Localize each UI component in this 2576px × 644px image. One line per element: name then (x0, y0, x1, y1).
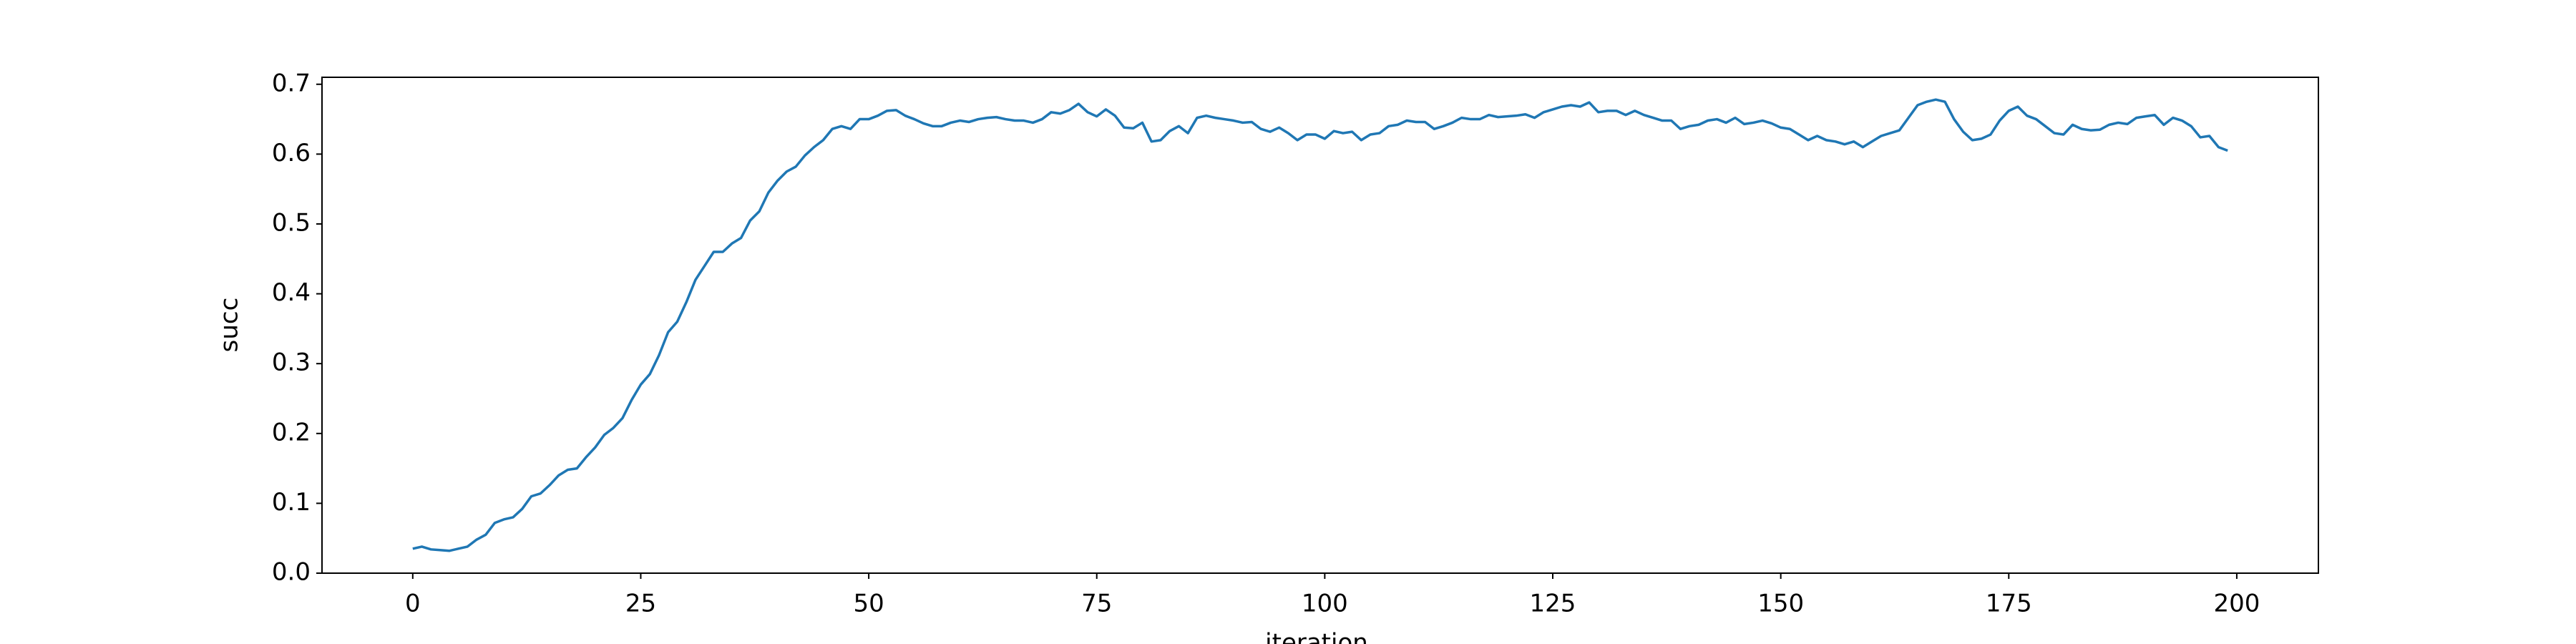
y-tick-label: 0.7 (272, 69, 311, 97)
x-tick-label: 125 (1530, 590, 1576, 618)
y-tick-label: 0.0 (272, 558, 311, 587)
y-axis-label: succ (215, 298, 244, 353)
y-tick-label: 0.6 (272, 139, 311, 167)
y-tick-label: 0.1 (272, 488, 311, 517)
x-tick-label: 100 (1302, 590, 1348, 618)
x-tick-label: 75 (1081, 590, 1112, 618)
y-tick-label: 0.2 (272, 418, 311, 447)
y-tick-label: 0.4 (272, 278, 311, 307)
y-tick-label: 0.5 (272, 208, 311, 237)
plot-frame (321, 77, 2319, 574)
x-tick-label: 25 (625, 590, 656, 618)
x-axis-label: iteration (1265, 629, 1368, 644)
x-tick-label: 50 (853, 590, 884, 618)
data-line (412, 98, 2228, 552)
x-tick-label: 0 (405, 590, 421, 618)
x-tick-label: 200 (2213, 590, 2260, 618)
x-tick-label: 175 (1986, 590, 2032, 618)
y-tick-label: 0.3 (272, 348, 311, 377)
x-tick-label: 150 (1757, 590, 1804, 618)
